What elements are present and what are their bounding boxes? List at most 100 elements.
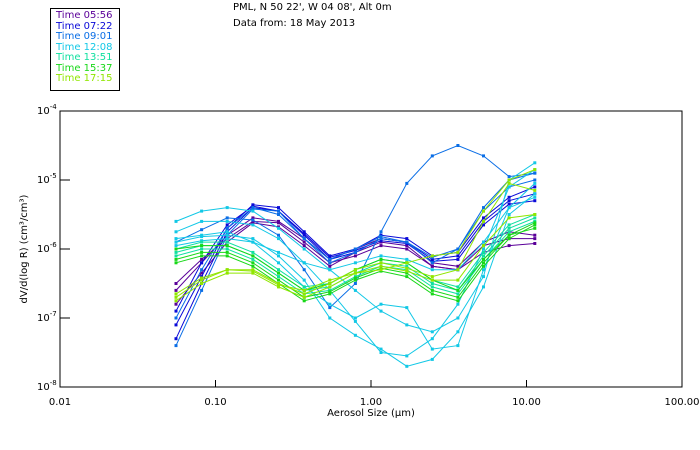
data-point [405,323,408,326]
data-point [200,268,203,271]
data-point [431,261,434,264]
data-point [508,216,511,219]
data-point [303,268,306,271]
data-point [508,206,511,209]
data-point [431,292,434,295]
data-point [303,241,306,244]
data-point [277,234,280,237]
data-point [533,185,536,188]
data-point [226,234,229,237]
data-point [277,227,280,230]
data-point [456,303,459,306]
data-point [508,199,511,202]
data-point [405,275,408,278]
data-point [200,289,203,292]
data-point [456,289,459,292]
data-point [303,299,306,302]
data-point [482,154,485,157]
data-point [533,242,536,245]
data-point [456,251,459,254]
data-point [175,289,178,292]
data-point [277,213,280,216]
series-path [176,215,535,301]
data-point [226,216,229,219]
data-point [200,228,203,231]
data-point [533,213,536,216]
data-point [303,289,306,292]
data-point [405,241,408,244]
data-point [456,258,459,261]
data-point [431,254,434,257]
data-point [380,258,383,261]
data-point [380,230,383,233]
y-tick-label: 10-6 [37,241,57,255]
data-point [226,223,229,226]
data-point [277,272,280,275]
data-point [508,182,511,185]
data-point [251,219,254,222]
data-point [431,275,434,278]
data-point [456,285,459,288]
data-point [328,303,331,306]
data-point [303,232,306,235]
data-point [328,265,331,268]
data-point [508,234,511,237]
data-point [508,213,511,216]
data-point [482,265,485,268]
data-point [251,223,254,226]
x-axis: 0.01 0.10 1.00 10.00 100.00 [49,380,700,408]
data-point [533,189,536,192]
data-point [380,348,383,351]
data-point [226,268,229,271]
data-point [354,268,357,271]
data-point [175,261,178,264]
data-point [354,334,357,337]
data-point [533,199,536,202]
data-point [354,272,357,275]
data-point [277,210,280,213]
data-point [456,296,459,299]
data-point [405,365,408,368]
data-point [251,210,254,213]
data-point [431,285,434,288]
y-tick-label: 10-5 [37,172,57,186]
data-point [251,206,254,209]
data-point [482,210,485,213]
data-point [431,337,434,340]
data-point [456,299,459,302]
data-point [175,303,178,306]
data-point [277,261,280,264]
x-tick-label: 10.00 [512,397,541,408]
data-point [533,227,536,230]
data-point [456,254,459,257]
data-point [456,344,459,347]
data-point [405,306,408,309]
data-point [277,275,280,278]
data-point [251,251,254,254]
data-point [175,220,178,223]
data-point [380,310,383,313]
data-point [226,272,229,275]
data-point [533,179,536,182]
data-point [277,206,280,209]
data-point [251,265,254,268]
data-point [533,182,536,185]
data-point [303,292,306,295]
data-point [175,251,178,254]
data-point [354,254,357,257]
data-point [431,289,434,292]
data-point [380,244,383,247]
data-point [533,196,536,199]
data-point [482,244,485,247]
data-point [175,237,178,240]
data-point [251,258,254,261]
data-point [482,251,485,254]
data-point [482,241,485,244]
data-point [277,237,280,240]
data-point [405,354,408,357]
data-point [431,282,434,285]
data-point [533,172,536,175]
data-point [175,310,178,313]
x-tick-label: 100.00 [665,397,700,408]
data-point [431,268,434,271]
